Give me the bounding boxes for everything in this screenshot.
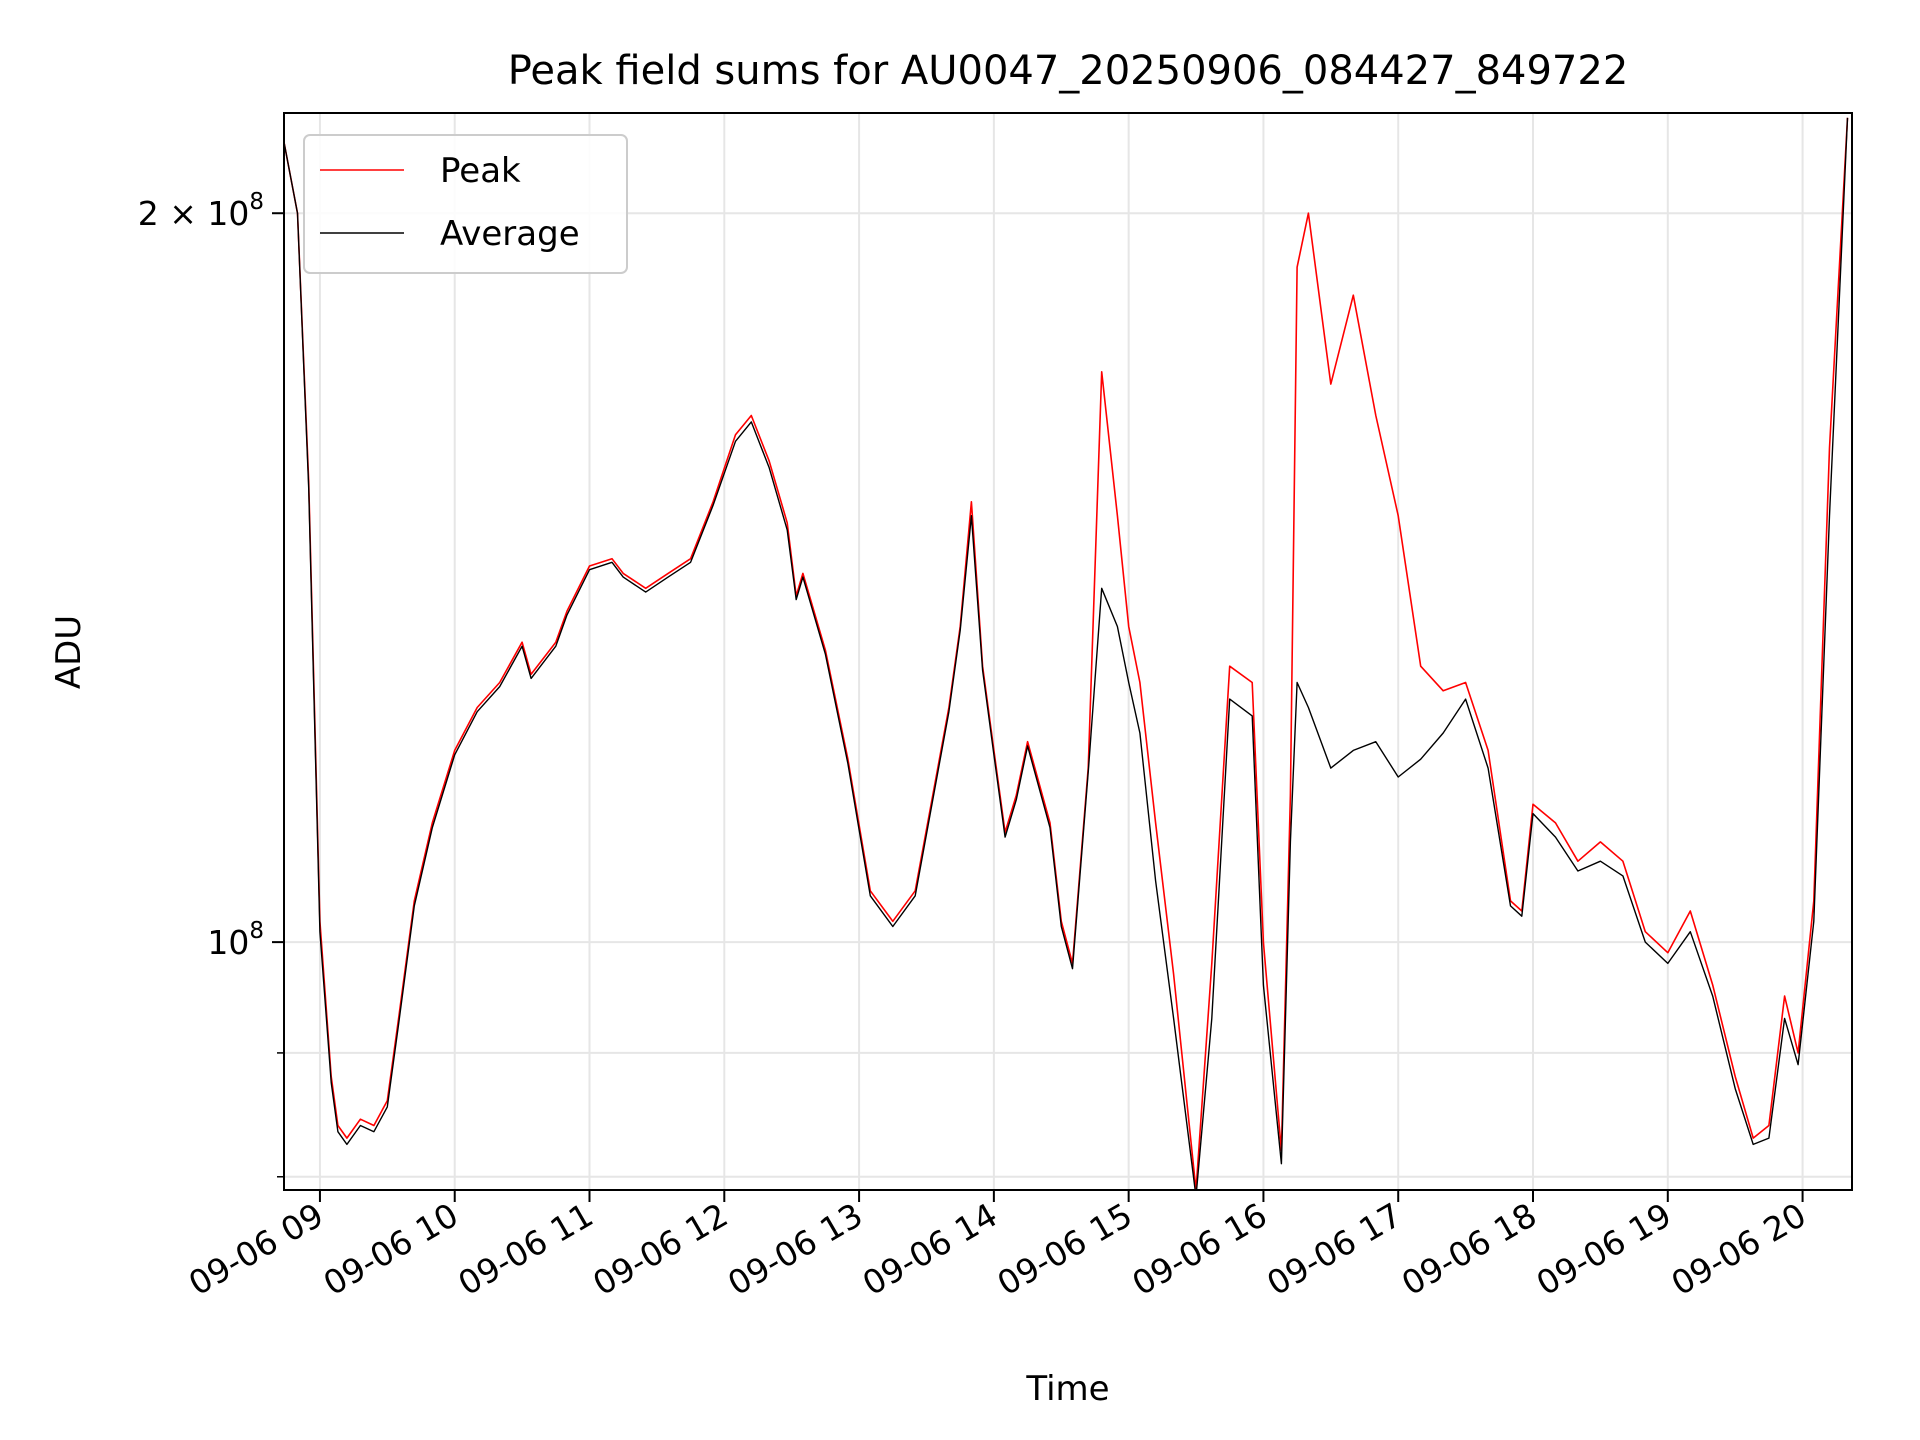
series-group	[284, 117, 1849, 1190]
y-axis-ticks: 108 2 × 108	[138, 189, 284, 1178]
y-tick-label: 2 × 108	[138, 189, 264, 233]
grid	[284, 113, 1852, 1190]
legend-peak-label: Peak	[440, 151, 521, 191]
legend: Peak Average	[303, 134, 628, 274]
chart-title: Peak field sums for AU0047_20250906_0844…	[508, 48, 1629, 94]
series-line-peak	[284, 117, 1849, 1190]
series-line-average	[284, 117, 1849, 1190]
plot-frame	[283, 112, 1853, 1191]
x-axis-label: Time	[1025, 1369, 1109, 1409]
legend-average-label: Average	[440, 214, 580, 254]
y-axis-label: ADU	[49, 615, 89, 689]
y-tick-label: 108	[207, 918, 264, 962]
